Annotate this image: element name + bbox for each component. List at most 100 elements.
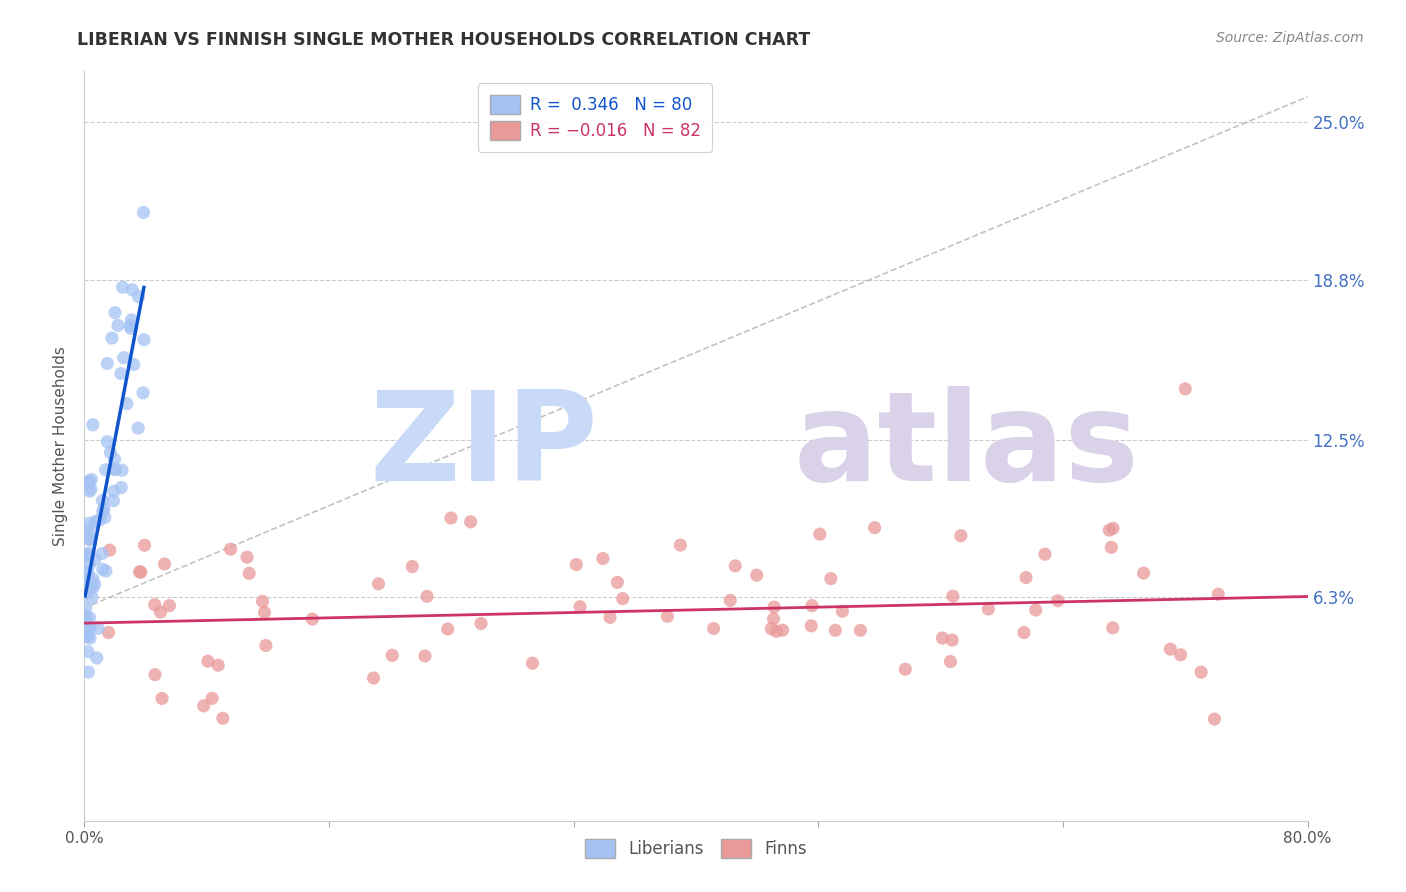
Point (110, 480, 132, 494)
Point (120, 318, 142, 333)
Point (77, 548, 100, 562)
Point (96, 434, 118, 449)
Point (977, 602, 1000, 616)
Point (254, 639, 277, 653)
Text: LIBERIAN VS FINNISH SINGLE MOTHER HOUSEHOLDS CORRELATION CHART: LIBERIAN VS FINNISH SINGLE MOTHER HOUSEH… (77, 31, 811, 49)
Point (772, 623, 794, 637)
Point (820, 572, 842, 586)
Point (1099, 541, 1122, 555)
Point (132, 333, 155, 347)
Point (79, 532, 101, 546)
Point (84, 515, 107, 529)
Point (849, 624, 872, 638)
Point (91, 547, 114, 561)
Point (76, 630, 98, 644)
Point (1132, 566, 1154, 580)
Point (724, 558, 747, 573)
Point (121, 283, 143, 297)
Point (96, 356, 118, 370)
Point (86, 651, 108, 665)
Point (79, 620, 101, 634)
Point (115, 396, 138, 410)
Point (367, 576, 389, 591)
Point (931, 631, 953, 645)
Point (91, 493, 114, 508)
Point (824, 624, 846, 638)
Point (1015, 570, 1038, 584)
Point (75, 549, 97, 564)
Point (569, 599, 592, 614)
Point (80, 473, 103, 487)
Point (75, 608, 97, 623)
Point (1189, 665, 1212, 680)
Point (669, 538, 692, 552)
Point (894, 662, 917, 676)
Point (1098, 523, 1121, 537)
Point (104, 306, 127, 320)
Point (76, 575, 98, 590)
Point (132, 385, 155, 400)
Point (219, 542, 242, 557)
Point (363, 671, 385, 685)
Point (381, 648, 404, 663)
Point (941, 633, 963, 648)
Point (94, 564, 117, 578)
Point (103, 452, 125, 467)
Point (77, 475, 100, 489)
Point (1159, 642, 1181, 657)
Point (592, 551, 614, 566)
Point (79, 632, 101, 646)
Point (236, 550, 259, 565)
Point (75, 619, 97, 633)
Point (440, 511, 463, 525)
Point (83, 577, 105, 591)
Point (238, 566, 260, 581)
Legend: Liberians, Finns: Liberians, Finns (579, 832, 813, 864)
Point (76, 569, 98, 583)
Point (808, 527, 831, 541)
Point (301, 612, 323, 626)
Point (1174, 382, 1197, 396)
Text: ZIP: ZIP (370, 385, 598, 507)
Point (80, 591, 103, 605)
Point (949, 529, 972, 543)
Point (75, 564, 97, 578)
Point (93, 501, 115, 516)
Point (252, 594, 274, 608)
Point (762, 612, 785, 626)
Point (1102, 521, 1125, 535)
Point (606, 575, 628, 590)
Point (612, 591, 634, 606)
Point (122, 358, 145, 372)
Point (149, 605, 172, 619)
Point (111, 463, 134, 477)
Point (77, 546, 100, 560)
Point (143, 667, 166, 681)
Point (765, 624, 787, 639)
Point (201, 691, 224, 706)
Point (159, 599, 181, 613)
Point (745, 568, 768, 582)
Point (1170, 648, 1192, 662)
Point (127, 421, 149, 435)
Point (91, 505, 114, 519)
Point (76, 620, 98, 634)
Point (939, 655, 962, 669)
Point (77, 527, 100, 541)
Point (207, 658, 229, 673)
Point (150, 691, 173, 706)
Point (1101, 621, 1123, 635)
Point (79, 610, 101, 624)
Point (111, 280, 134, 294)
Point (436, 622, 458, 636)
Point (82, 572, 104, 586)
Point (89, 513, 111, 527)
Text: Source: ZipAtlas.com: Source: ZipAtlas.com (1216, 31, 1364, 45)
Point (197, 654, 219, 668)
Point (110, 367, 132, 381)
Point (87, 621, 110, 635)
Point (1204, 712, 1226, 726)
Point (128, 290, 150, 304)
Point (831, 604, 853, 618)
Point (76, 586, 98, 600)
